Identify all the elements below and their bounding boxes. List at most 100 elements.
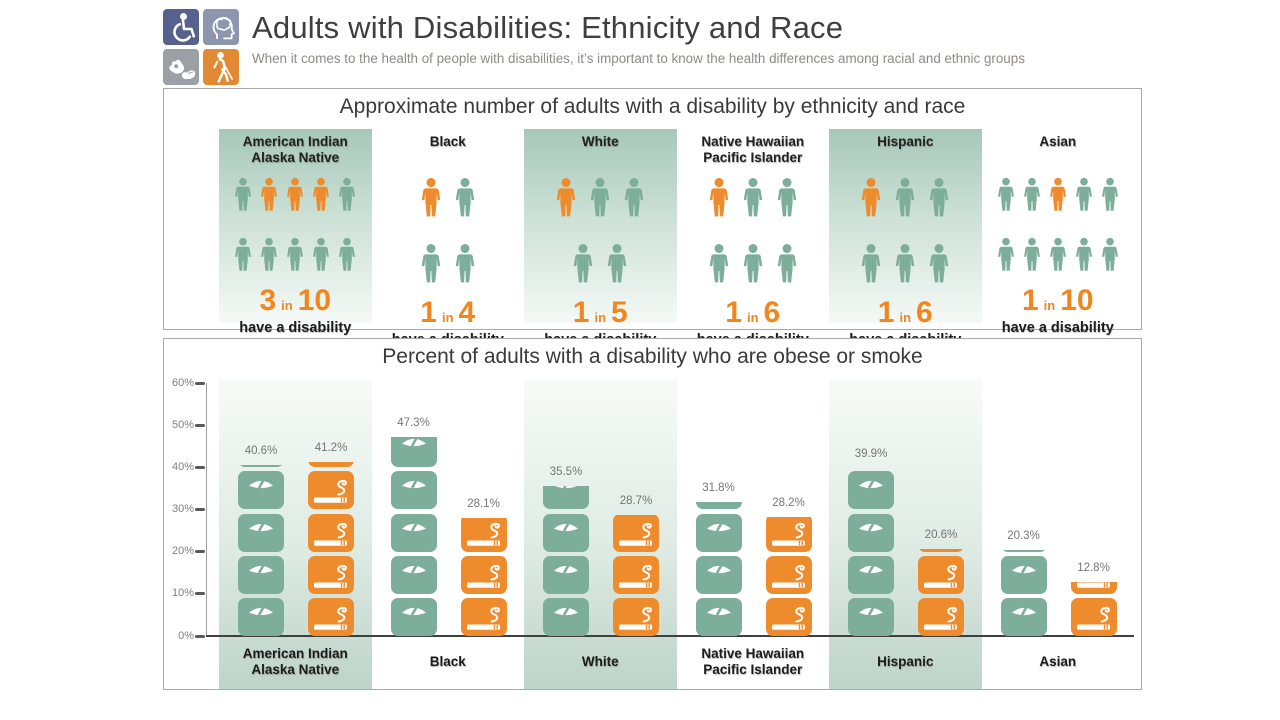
- scale-icon: [543, 513, 589, 552]
- scale-icon: [695, 513, 742, 552]
- category-label: Native Hawaiian Pacific Islander: [677, 641, 830, 683]
- ratio-word: in: [1043, 298, 1056, 313]
- person-icon: [930, 178, 949, 217]
- cigarette-icon: [308, 555, 354, 594]
- person-icon: [997, 177, 1014, 211]
- obese-bar: [695, 501, 742, 636]
- group-label-line: Pacific Islander: [703, 150, 803, 166]
- people-row: [857, 234, 953, 298]
- ratio-word: in: [746, 310, 759, 325]
- person-icon: [925, 234, 953, 298]
- cigarette-icon: [308, 471, 354, 510]
- category-label-line: Pacific Islander: [703, 662, 803, 677]
- person-icon: [574, 244, 593, 283]
- person-icon: [235, 177, 252, 211]
- ratio-denominator: 6: [763, 296, 781, 329]
- cigarette-icon: [1070, 582, 1117, 594]
- person-icon: [896, 244, 915, 283]
- ratio-word: in: [899, 310, 912, 325]
- cigarette-icon: [308, 513, 354, 552]
- person-icon: [1049, 237, 1066, 271]
- person-icon: [261, 177, 278, 211]
- person-icon-disability: [283, 168, 307, 226]
- category-label: American Indian Alaska Native: [219, 641, 372, 683]
- bar-chart: 0% 10% 20% 30% 40% 50% 60% 40.6%: [164, 339, 1141, 689]
- head-brain-icon: [203, 9, 239, 45]
- cigarette-icon: [308, 555, 354, 594]
- person-icon: [1049, 177, 1066, 211]
- person-icon: [235, 237, 252, 271]
- cigarette-icon: [918, 555, 964, 594]
- person-icon: [1020, 228, 1044, 286]
- header: Adults with Disabilities: Ethnicity and …: [252, 10, 1262, 66]
- cigarette-icon: [613, 597, 659, 636]
- person-icon: [339, 237, 356, 271]
- cigarette-icon: [765, 597, 812, 636]
- disability-icon-tiles: [163, 9, 239, 85]
- cigarette-icon: [613, 514, 659, 552]
- scale-icon: [543, 597, 589, 636]
- scale-icon: [543, 486, 589, 510]
- person-icon: [339, 177, 356, 211]
- y-tick-mark: [195, 634, 205, 638]
- x-axis-baseline: [206, 635, 1134, 637]
- cigarette-icon: [918, 549, 964, 552]
- person-icon-disability: [1046, 168, 1070, 226]
- bar-value-label: 28.2%: [772, 497, 805, 510]
- people-row: [705, 168, 801, 232]
- cigarette-icon: [1070, 582, 1117, 594]
- person-icon: [773, 168, 801, 232]
- y-tick-mark: [195, 592, 205, 596]
- page-subtitle: When it comes to the health of people wi…: [252, 50, 1025, 66]
- people-row: [417, 234, 479, 298]
- ratio-denominator: 4: [458, 296, 476, 329]
- people-row: [994, 168, 1122, 226]
- scale-icon: [848, 471, 894, 510]
- person-icon: [557, 178, 576, 217]
- people-grid: [994, 168, 1122, 286]
- category-label-line: Hispanic: [877, 653, 934, 669]
- y-tick-label: 50%: [171, 418, 194, 431]
- people-row: [705, 234, 801, 298]
- ratio-denominator: 10: [297, 284, 332, 317]
- people-row: [417, 168, 479, 232]
- person-icon: [620, 168, 648, 232]
- scale-icon: [390, 597, 437, 636]
- person-icon: [625, 178, 644, 217]
- group-label-line: Native Hawaiian: [701, 134, 805, 149]
- person-icon: [862, 178, 881, 217]
- scale-icon: [238, 597, 284, 636]
- cigarette-icon: [308, 513, 354, 552]
- ethnicity-column-1: Black 1in4have a disability: [372, 129, 525, 348]
- cigarette-icon: [460, 517, 507, 552]
- person-icon: [421, 178, 440, 217]
- scale-icon: [1000, 597, 1047, 636]
- cigarette-icon: [308, 462, 354, 468]
- scale-icon: [238, 513, 284, 552]
- smoke-bar: [460, 517, 507, 636]
- bar-chart-title: Percent of adults with a disability who …: [382, 345, 923, 368]
- group-caption: have a disability: [239, 320, 352, 336]
- people-row: [994, 228, 1122, 286]
- people-grid: [231, 168, 359, 286]
- person-icon: [451, 168, 479, 232]
- group-label: Hispanic: [877, 134, 933, 168]
- ratio-word: in: [281, 298, 293, 313]
- person-icon: [891, 234, 919, 298]
- person-icon: [1101, 177, 1118, 211]
- scale-icon: [390, 471, 437, 510]
- scale-icon: [390, 597, 437, 636]
- cigarette-icon: [613, 555, 659, 594]
- scale-icon: [543, 597, 589, 636]
- ratio-numerator: 1: [572, 296, 590, 329]
- cigarette-icon: [613, 514, 659, 552]
- ethnicity-column-5: Asian 1 in 10 have a disability: [982, 129, 1135, 336]
- smoke-bar: [918, 549, 964, 636]
- scale-icon: [390, 471, 437, 510]
- category-label-line: Native Hawaiian: [701, 645, 805, 661]
- person-icon: [705, 234, 733, 298]
- category-label-line: Alaska Native: [251, 662, 340, 677]
- person-icon: [997, 237, 1014, 271]
- scale-icon: [390, 436, 437, 468]
